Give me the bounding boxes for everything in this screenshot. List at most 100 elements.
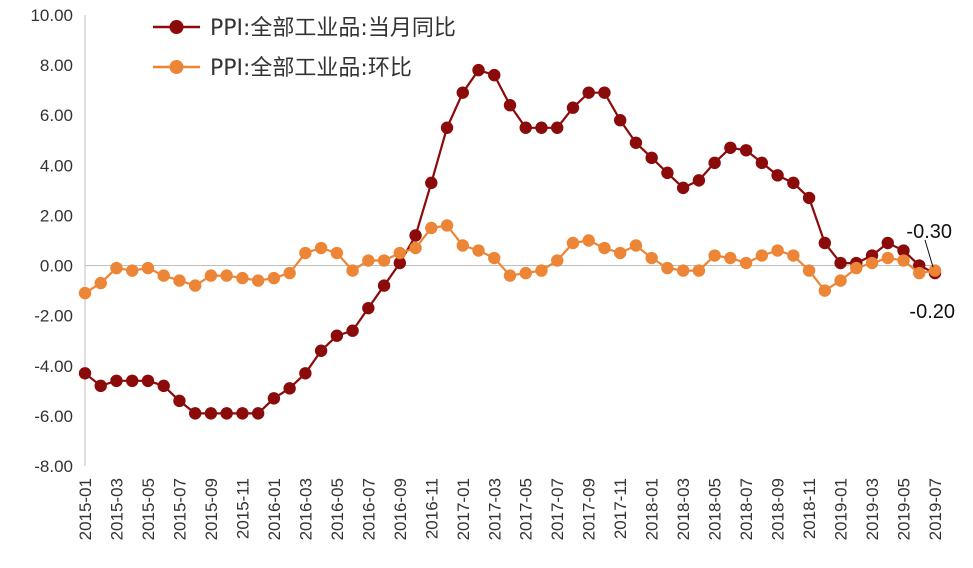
x-tick-label: 2018-05	[706, 478, 725, 540]
data-point	[94, 276, 107, 290]
data-point	[724, 141, 737, 154]
x-tick-label: 2015-07	[170, 478, 189, 540]
x-tick-label: 2018-03	[674, 478, 693, 540]
data-point	[613, 246, 627, 260]
series-lines	[78, 63, 942, 420]
data-point	[188, 407, 202, 420]
data-point	[472, 244, 485, 257]
data-point	[535, 264, 548, 277]
data-point	[173, 274, 186, 287]
data-point	[362, 301, 375, 315]
x-tick-label: 2018-01	[643, 478, 662, 540]
data-point	[503, 99, 517, 112]
y-tick-label: 8.00	[40, 56, 73, 75]
legend-item: PPI:全部工业品:环比	[153, 56, 412, 81]
data-point	[661, 166, 674, 180]
data-point	[314, 344, 328, 357]
data-point	[897, 254, 910, 267]
y-tick-label: 0.00	[40, 257, 73, 276]
data-point	[881, 251, 894, 265]
data-point	[251, 274, 265, 287]
data-point	[566, 101, 580, 114]
data-point	[330, 329, 344, 342]
y-tick-labels: -8.00 -6.00 -4.00 -2.00 0.00 2.00 4.00 6.00 8.00…	[30, 6, 73, 476]
legend-label: PPI:全部工业品:当月同比	[210, 16, 456, 41]
data-point	[267, 271, 281, 285]
x-tick-label: 2017-05	[517, 478, 536, 540]
annotation-label: -0.30	[906, 221, 952, 243]
data-point	[141, 374, 155, 388]
x-tick-label: 2017-07	[548, 478, 567, 540]
data-point	[913, 266, 926, 280]
data-point	[818, 284, 832, 297]
legend-label: PPI:全部工业品:环比	[210, 56, 412, 81]
data-point	[251, 407, 265, 420]
x-tick-label: 2019-07	[926, 478, 945, 540]
data-point	[629, 136, 643, 149]
x-tick-label: 2018-07	[737, 478, 756, 540]
data-point	[739, 144, 753, 157]
data-point	[645, 151, 658, 165]
data-point	[488, 251, 501, 265]
legend-item: PPI:全部工业品:当月同比	[153, 16, 456, 41]
data-point	[503, 269, 517, 282]
data-point	[299, 246, 312, 260]
data-point	[188, 279, 202, 292]
data-point	[739, 256, 753, 270]
data-point	[141, 261, 155, 275]
data-point	[409, 229, 422, 242]
x-tick-label: 2015-09	[202, 478, 221, 540]
x-tick-label: 2017-11	[611, 478, 630, 539]
series-line	[84, 68, 936, 415]
data-point	[126, 264, 139, 277]
data-point	[173, 394, 186, 408]
data-point	[661, 261, 674, 275]
y-tick-label: -6.00	[34, 407, 73, 426]
data-point	[850, 261, 863, 275]
data-point	[708, 156, 721, 170]
data-point	[645, 251, 658, 265]
legend-swatch-marker	[169, 20, 184, 34]
data-point	[78, 286, 92, 300]
data-point	[157, 269, 170, 282]
data-point	[598, 86, 611, 99]
data-point	[535, 121, 548, 134]
x-tick-label: 2016-11	[422, 478, 441, 539]
data-point	[377, 279, 391, 292]
data-point	[440, 121, 454, 134]
x-tick-label: 2019-05	[895, 478, 914, 540]
data-point	[204, 407, 218, 420]
data-point	[897, 244, 910, 257]
x-tick-label: 2018-09	[769, 478, 788, 540]
data-point	[771, 244, 784, 257]
data-point	[283, 382, 296, 395]
data-point	[708, 249, 721, 262]
data-point	[220, 407, 233, 420]
x-tick-label: 2015-11	[233, 478, 252, 539]
data-point	[818, 236, 832, 250]
data-point	[629, 239, 643, 252]
data-point	[409, 241, 422, 255]
data-point	[377, 254, 391, 267]
data-point	[204, 269, 218, 282]
data-point	[362, 254, 375, 267]
legend-swatch-marker	[169, 60, 184, 74]
data-point	[330, 246, 344, 260]
data-point	[126, 374, 139, 388]
data-point	[425, 176, 438, 190]
data-point	[787, 249, 800, 262]
x-tick-label: 2016-03	[296, 478, 315, 540]
x-tick-label: 2019-03	[863, 478, 882, 540]
data-point	[566, 236, 580, 250]
data-point	[236, 407, 249, 420]
data-point	[676, 264, 690, 277]
x-tick-label: 2017-03	[485, 478, 504, 540]
x-tick-label: 2018-11	[800, 478, 819, 539]
data-point	[613, 114, 627, 127]
data-point	[220, 269, 233, 282]
data-point	[299, 367, 312, 380]
data-point	[787, 176, 800, 190]
data-point	[314, 241, 328, 255]
data-point	[267, 392, 281, 405]
y-tick-label: 4.00	[40, 156, 73, 175]
